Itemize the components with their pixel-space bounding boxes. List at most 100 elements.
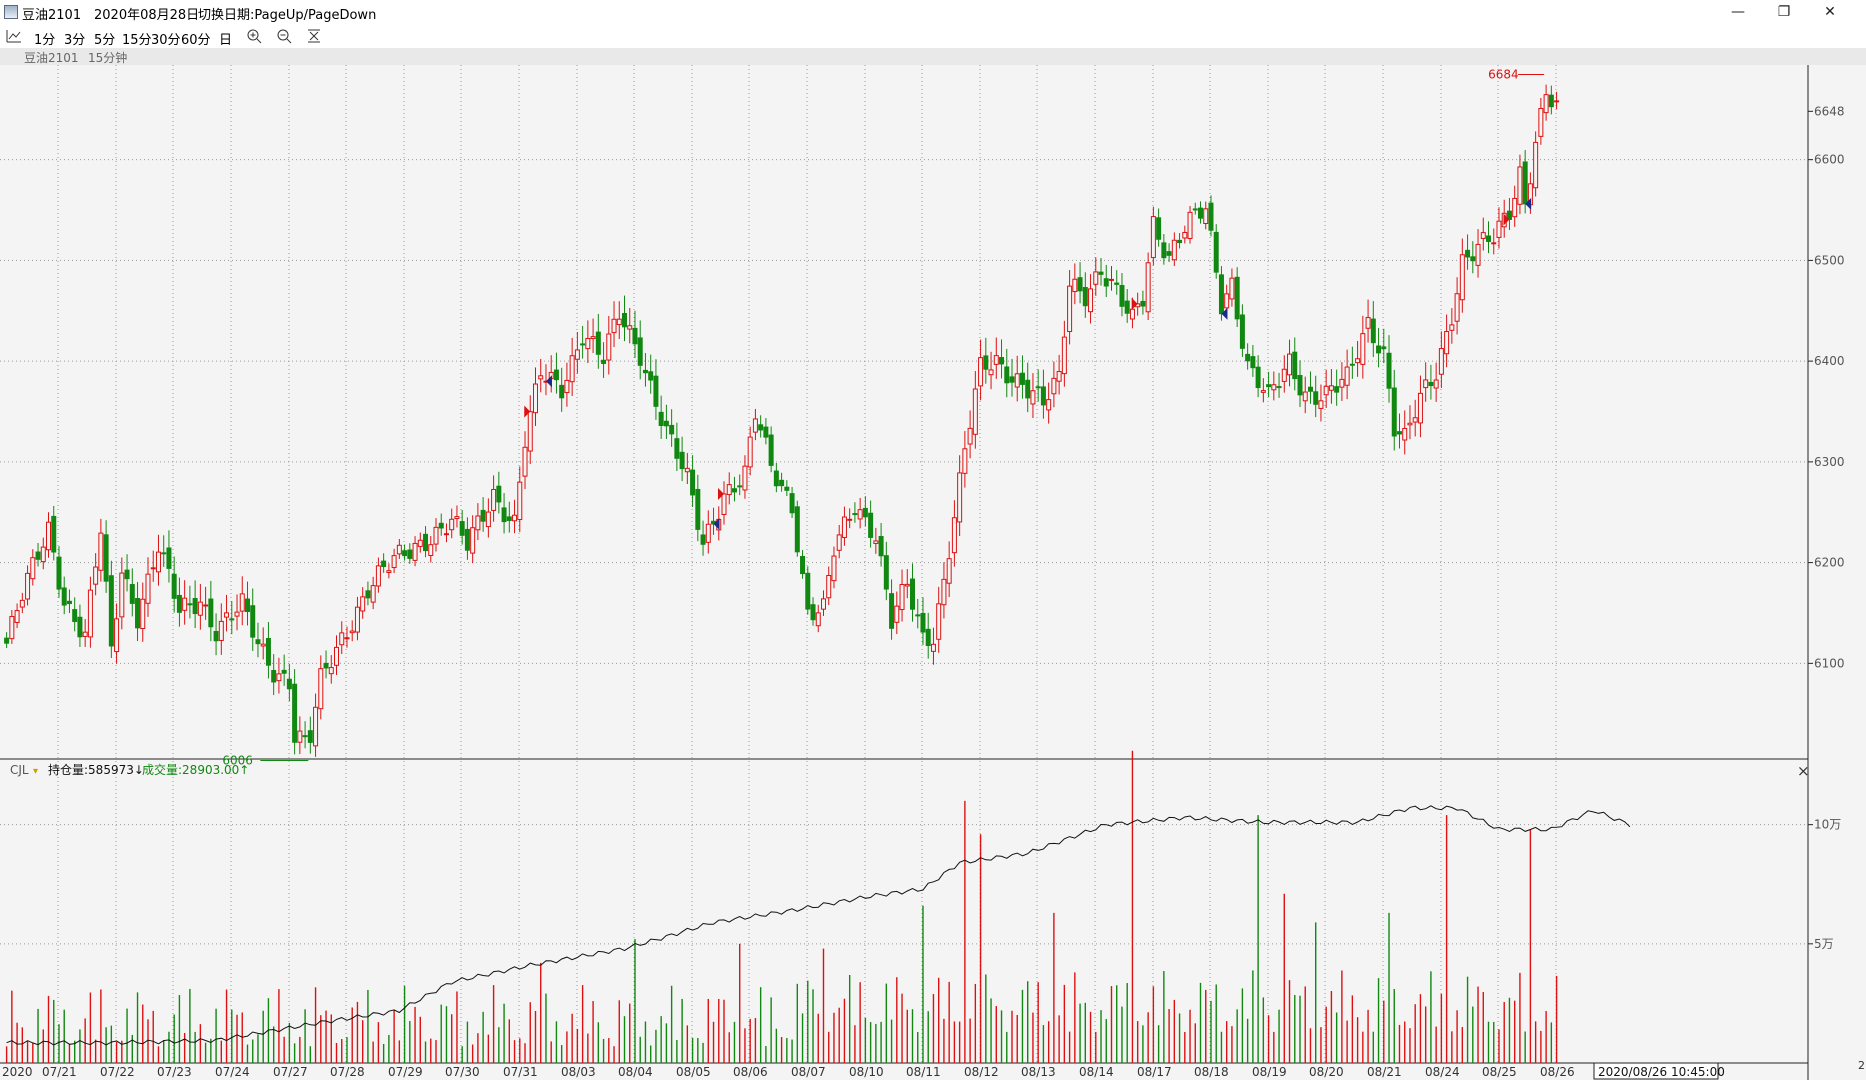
candle-body <box>915 614 921 617</box>
candle-body <box>637 337 643 366</box>
candle-body <box>501 507 507 523</box>
candle-body <box>946 558 952 584</box>
candle-body <box>496 485 502 503</box>
candle-body <box>852 513 858 516</box>
candle-body <box>1030 390 1036 405</box>
max-price-label: 6684 <box>1488 68 1519 82</box>
candle-body <box>1475 243 1481 266</box>
restore-button[interactable]: ❐ <box>1777 4 1791 20</box>
candle-body <box>1067 285 1073 333</box>
chart-area[interactable]: 07/21 07/22 07/23 07/24 07/27 07/28 07/29 07/30… <box>0 65 1866 1080</box>
candle-body <box>1119 285 1125 307</box>
candle-body <box>1014 373 1020 388</box>
candle-body <box>46 521 52 551</box>
candle-body <box>517 481 523 521</box>
candle-body <box>957 472 963 523</box>
candle-body <box>1459 254 1465 301</box>
candle-body <box>1287 353 1293 376</box>
candle-body <box>889 593 895 629</box>
candle-body <box>580 343 586 346</box>
period-30min-button[interactable]: 30分 <box>151 33 181 48</box>
title-bar: 豆油2101 2020年08月28日 切换日期:PageUp/PageDown … <box>0 0 1866 26</box>
candle-body <box>1072 278 1078 293</box>
candle-body <box>323 662 329 669</box>
candle-body <box>653 375 659 407</box>
candle-body <box>684 467 690 473</box>
zoom-in-icon[interactable] <box>246 28 262 44</box>
candle-body <box>1140 300 1146 307</box>
subheader-period: 15分钟 <box>88 51 128 65</box>
period-day-button[interactable]: 日 <box>219 33 233 48</box>
min-price-label: 6006 <box>222 754 253 768</box>
candle-body <box>988 369 994 376</box>
candle-body <box>1124 300 1130 314</box>
candle-body <box>538 375 544 380</box>
date-tick-label: 08/17 <box>1137 1065 1172 1079</box>
candle-body <box>1543 94 1549 114</box>
reset-view-icon[interactable] <box>306 28 322 44</box>
cursor-date-label: 2020/08/26 10:45:00 <box>1598 1065 1725 1079</box>
candle-body <box>470 527 476 554</box>
kline-chart[interactable]: 07/21 07/22 07/23 07/24 07/27 07/28 07/29 07/30… <box>0 65 1866 1080</box>
candle-body <box>627 325 633 330</box>
close-button[interactable]: ✕ <box>1824 4 1836 20</box>
period-5min-button[interactable]: 5分 <box>94 33 116 48</box>
candle-body <box>1355 358 1361 364</box>
candle-body <box>669 424 675 435</box>
candle-body <box>313 706 319 747</box>
candle-body <box>868 512 874 538</box>
date-tick-label: 08/25 <box>1482 1065 1517 1079</box>
chart-type-icon[interactable] <box>6 28 22 44</box>
period-3min-button[interactable]: 3分 <box>64 33 86 48</box>
candle-body <box>1203 208 1209 225</box>
candle-body <box>4 637 10 644</box>
period-60min-button[interactable]: 60分 <box>181 33 211 48</box>
candle-body <box>1454 293 1460 322</box>
candle-body <box>480 509 486 522</box>
candle-body <box>857 509 863 520</box>
candle-body <box>360 596 366 612</box>
candle-body <box>443 533 449 536</box>
date-tick-label: 2020 <box>2 1065 33 1079</box>
candle-body <box>72 609 78 623</box>
candle-body <box>1182 232 1188 239</box>
candle-body <box>35 551 41 560</box>
candle-body <box>978 357 984 387</box>
candle-body <box>873 540 879 544</box>
candle-body <box>936 603 942 640</box>
minimize-button[interactable]: — <box>1731 4 1745 20</box>
candle-body <box>1198 207 1204 219</box>
candle-body <box>182 597 188 611</box>
candle-body <box>658 411 664 427</box>
chart-subheader: 豆油2101 15分钟 <box>0 48 1866 65</box>
candle-body <box>98 532 104 571</box>
date-tick-label: 08/03 <box>561 1065 596 1079</box>
price-tick-label: 6600 <box>1814 153 1845 167</box>
candle-body <box>930 643 936 652</box>
candle-body <box>1491 242 1497 245</box>
candle-body <box>234 611 240 617</box>
candle-body <box>1255 366 1261 389</box>
candle-body <box>344 637 350 640</box>
candle-body <box>145 573 151 604</box>
indicator-dropdown-icon[interactable]: ▾ <box>33 766 38 777</box>
candle-body <box>1166 251 1172 256</box>
candle-body <box>176 594 182 613</box>
candle-body <box>648 371 654 381</box>
candle-body <box>203 604 209 607</box>
candle-body <box>1339 378 1345 388</box>
subheader-symbol: 豆油2101 <box>24 51 79 65</box>
candle-body <box>574 349 580 360</box>
period-1min-button[interactable]: 1分 <box>34 33 56 48</box>
candle-body <box>1486 235 1492 242</box>
candle-body <box>1239 314 1245 349</box>
zoom-out-icon[interactable] <box>276 28 292 44</box>
period-15min-button[interactable]: 15分 <box>122 33 152 48</box>
candle-body <box>386 570 392 573</box>
candle-body <box>255 639 261 645</box>
candle-body <box>904 583 910 587</box>
price-tick-label: 6300 <box>1814 455 1845 469</box>
price-tick-label: 6400 <box>1814 354 1845 368</box>
signal-marker <box>1221 307 1228 320</box>
indicator-close-button[interactable]: × <box>1797 762 1810 780</box>
